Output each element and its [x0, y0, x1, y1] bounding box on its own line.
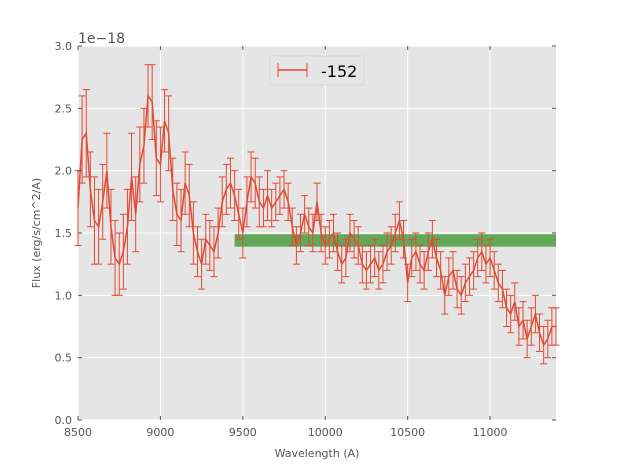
legend-errorbar-handle	[277, 63, 308, 77]
y-tick-label: 1.0	[55, 289, 73, 302]
x-tick-label: 9500	[229, 426, 257, 439]
series-line	[77, 93, 556, 347]
y-tick-label: 3.0	[55, 40, 73, 53]
y-tick-label: 0.0	[55, 414, 73, 427]
y-axis-label: Flux (erg/s/cm^2/A)	[30, 178, 43, 288]
x-tick-label: 10500	[390, 426, 425, 439]
y-tick-label: 1.5	[55, 227, 73, 240]
ticks-layer: 8500 9000 9500 10000 10500 11000 0.0 0.5 1.0 1.5 2…	[55, 40, 556, 439]
x-tick-label: 11000	[473, 426, 508, 439]
x-tick-label: 10000	[308, 426, 343, 439]
x-tick-label: 8500	[64, 426, 92, 439]
y-tick-label: 0.5	[55, 352, 73, 365]
y-tick-label: 2.5	[55, 102, 73, 115]
x-axis-label: Wavelength (A)	[275, 447, 360, 460]
legend-label: -152	[321, 62, 357, 81]
x-tick-label: 9000	[146, 426, 174, 439]
y-offset-label: 1e−18	[78, 31, 125, 47]
y-tick-label: 2.0	[55, 165, 73, 178]
series-layer	[74, 64, 560, 365]
legend: -152	[269, 55, 365, 86]
